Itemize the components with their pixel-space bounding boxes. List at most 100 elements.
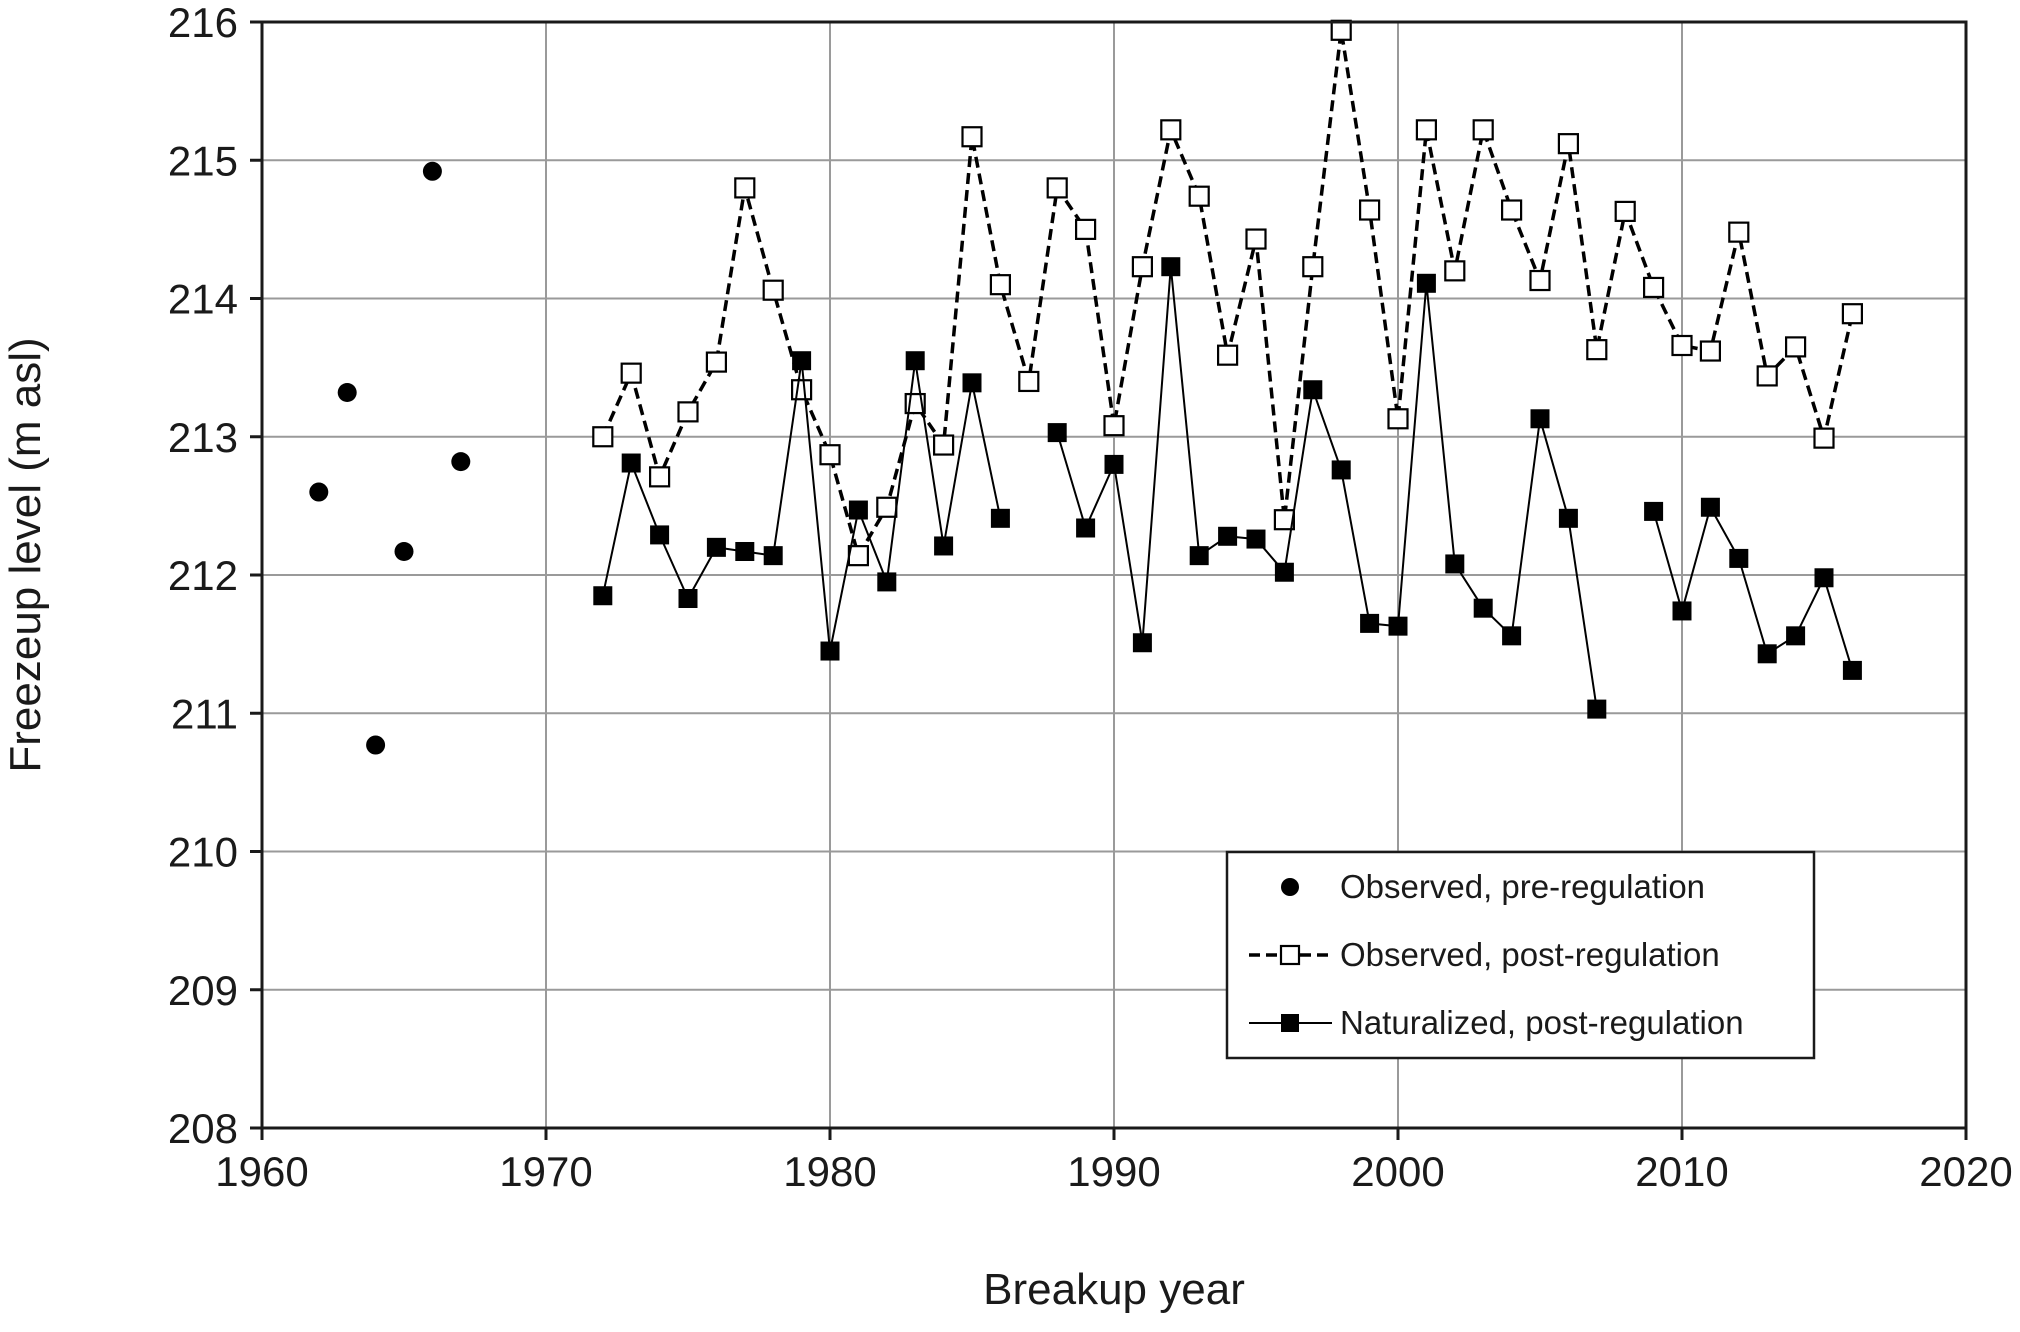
series-1-point-1981 [847, 545, 870, 567]
series-2-point-1989 [1076, 518, 1096, 538]
series-0-point-1963 [337, 383, 357, 403]
y-tick-label-211: 211 [171, 690, 238, 737]
series-2-point-1983 [905, 351, 925, 371]
series-2-point-1985 [962, 373, 982, 393]
series-2-point-2006 [1558, 508, 1578, 528]
series-1-point-2001 [1415, 119, 1438, 141]
series-2-point-1992 [1161, 257, 1181, 277]
x-tick-label-1960: 1960 [215, 1148, 308, 1195]
series-2 [593, 257, 1862, 719]
legend-label-0: Observed, pre-regulation [1340, 868, 1705, 905]
y-tick-label-216: 216 [168, 0, 238, 46]
series-2-point-2007 [1587, 699, 1607, 719]
series-2-point-1979 [792, 351, 812, 371]
series-0-point-1965 [394, 541, 414, 561]
series-2-point-1986 [990, 508, 1010, 528]
series-1-point-2011 [1699, 340, 1722, 362]
series-1 [592, 19, 1864, 567]
y-tick-label-210: 210 [168, 829, 238, 876]
series-1-point-2015 [1813, 427, 1835, 449]
series-1-point-2012 [1728, 221, 1750, 243]
series-1-point-1995 [1245, 228, 1267, 250]
series-1-point-1980 [819, 444, 841, 466]
series-1-point-2009 [1642, 276, 1665, 299]
series-2-point-1980 [820, 641, 840, 661]
series-2-point-1972 [593, 586, 613, 606]
series-1-point-1994 [1216, 344, 1239, 366]
x-tick-label-1980: 1980 [783, 1148, 876, 1195]
y-tick-label-209: 209 [168, 967, 238, 1014]
series-1-point-2016 [1841, 303, 1864, 325]
series-1-point-1991 [1131, 256, 1154, 278]
series-2-point-2012 [1729, 548, 1749, 568]
y-tick-label-214: 214 [168, 276, 238, 323]
x-tick-label-1990: 1990 [1067, 1148, 1160, 1195]
series-1-point-1999 [1358, 199, 1381, 221]
y-axis-label: Freezeup level (m asl) [1, 337, 50, 772]
series-1-point-2007 [1586, 339, 1608, 361]
series-2-point-1996 [1274, 562, 1294, 582]
series-2-point-2015 [1814, 568, 1834, 588]
series-2-point-1993 [1189, 546, 1209, 566]
series-2-point-1994 [1218, 526, 1238, 546]
series-2-point-1988 [1047, 423, 1067, 443]
series-1-point-1979 [790, 379, 813, 401]
series-0 [309, 161, 471, 755]
y-tick-label-208: 208 [168, 1105, 238, 1152]
legend: Observed, pre-regulation Observed, post-r… [1225, 850, 1816, 1060]
series-1-point-2004 [1500, 199, 1523, 221]
series-2-point-1977 [735, 541, 755, 561]
series-2-point-2013 [1757, 644, 1777, 664]
x-tick-label-2000: 2000 [1351, 1148, 1444, 1195]
series-2-point-1974 [650, 525, 670, 545]
series-2-point-2010 [1672, 601, 1692, 621]
series-1-point-1985 [961, 126, 983, 148]
series-2-point-1997 [1303, 380, 1323, 400]
legend-marker-0 [1281, 878, 1299, 896]
x-axis-label: Breakup year [983, 1265, 1245, 1314]
series-layer [309, 19, 1864, 755]
series-2-point-1981 [848, 500, 868, 520]
series-1-point-1996 [1273, 509, 1296, 531]
series-2-point-2009 [1644, 501, 1664, 521]
legend-label-1: Observed, post-regulation [1340, 936, 1720, 973]
legend-marker-1 [1279, 944, 1301, 966]
series-1-point-1976 [705, 351, 728, 373]
series-2-point-1982 [877, 572, 897, 592]
series-1-point-1998 [1330, 19, 1352, 41]
series-2-point-1990 [1104, 454, 1124, 474]
series-2-point-1975 [678, 589, 698, 609]
series-0-point-1966 [422, 161, 442, 181]
series-2-point-2001 [1416, 273, 1436, 293]
series-2-point-1995 [1246, 529, 1266, 549]
series-1-point-1987 [1018, 370, 1040, 393]
x-tick-label-2010: 2010 [1635, 1148, 1728, 1195]
y-tick-label-212: 212 [168, 552, 238, 599]
series-2-point-2014 [1786, 626, 1806, 646]
x-tick-label-2020: 2020 [1919, 1148, 2012, 1195]
series-2-point-2005 [1530, 409, 1550, 429]
axis-layer: 1960 1970 1980 1990 2000 2010 2020 208 209 210 211… [168, 0, 2013, 1195]
y-tick-label-213: 213 [168, 414, 238, 461]
x-tick-label-1970: 1970 [499, 1148, 592, 1195]
series-1-point-1997 [1302, 256, 1324, 278]
series-1-point-2013 [1756, 365, 1778, 387]
series-1-point-1992 [1160, 119, 1182, 141]
series-2-point-1976 [706, 537, 726, 557]
series-2-point-1973 [621, 453, 641, 473]
series-1-point-1972 [592, 426, 614, 448]
series-1-point-2003 [1472, 119, 1494, 141]
series-2-point-2000 [1388, 616, 1408, 636]
series-2-point-2016 [1842, 660, 1862, 680]
y-tick-label-215: 215 [168, 137, 238, 184]
legend-marker-2 [1281, 1014, 1299, 1032]
series-1-point-2010 [1671, 334, 1693, 357]
series-1-point-1974 [648, 466, 671, 488]
series-1-point-2006 [1557, 133, 1580, 155]
series-1-point-1978 [762, 279, 784, 301]
series-1-point-1975 [677, 401, 699, 423]
series-2-point-1991 [1132, 633, 1152, 653]
series-1-point-1984 [932, 434, 955, 456]
series-2-point-1978 [763, 546, 783, 566]
